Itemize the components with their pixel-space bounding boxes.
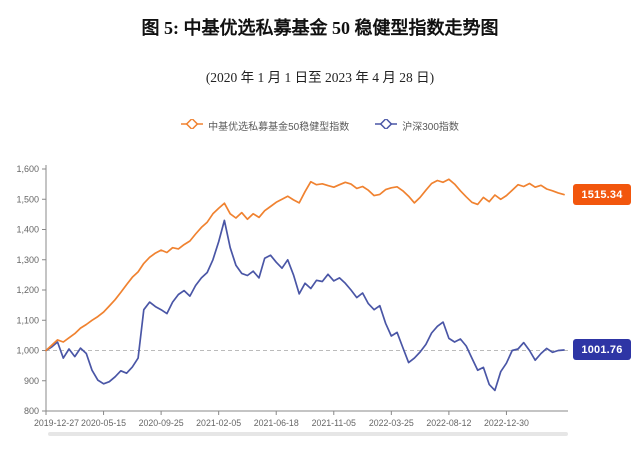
csi300-line-marker-icon (375, 116, 398, 134)
figure-title: 图 5: 中基优选私募基金 50 稳健型指数走势图 (141, 18, 499, 38)
x-axis-tick-label: 2022-12-30 (484, 418, 529, 428)
x-axis-tick-label: 2021-11-05 (312, 418, 356, 428)
y-axis-tick-label: 1,100 (16, 315, 39, 325)
legend-item-csi300[interactable]: 沪深300指数 (375, 116, 459, 134)
x-axis-tick-label: 2020-05-15 (81, 418, 126, 428)
y-axis-tick-label: 1,500 (16, 194, 39, 204)
legend-label-fund-index: 中基优选私募基金50稳健型指数 (208, 121, 350, 133)
figure-date-range: (2020 年 1 月 1 日至 2023 年 4 月 28 日) (205, 70, 435, 85)
x-axis-tick-label: 2021-02-05 (196, 418, 241, 428)
fund-line-marker-icon (181, 116, 204, 134)
csi300-line-series (45, 219, 565, 392)
x-axis-tick-label: 2020-09-25 (139, 418, 184, 428)
y-axis-tick-label: 1,600 (16, 164, 39, 174)
y-axis-tick-label: 900 (24, 376, 39, 386)
chart-scrollbar[interactable] (48, 432, 568, 436)
x-axis-tick-label: 2021-06-18 (254, 418, 299, 428)
x-axis-tick-label: 2019-12-27 (34, 418, 79, 428)
fund-index-end-value-badge: 1515.34 (573, 184, 631, 206)
legend-item-fund-index[interactable]: 中基优选私募基金50稳健型指数 (181, 116, 349, 134)
y-axis-tick-label: 800 (24, 406, 39, 416)
y-axis-tick-label: 1,300 (16, 255, 39, 265)
legend-label-csi300: 沪深300指数 (402, 121, 459, 133)
x-axis-tick-label: 2022-08-12 (426, 418, 471, 428)
y-axis-tick-label: 1,000 (16, 346, 39, 356)
csi300-end-value-badge: 1001.76 (573, 339, 631, 361)
x-axis-tick-label: 2022-03-25 (369, 418, 414, 428)
y-axis-tick-label: 1,400 (16, 225, 39, 235)
chart-legend: 中基优选私募基金50稳健型指数 沪深300指数 (0, 116, 640, 134)
fund-index-line-series (45, 178, 565, 352)
y-axis-tick-label: 1,200 (16, 285, 39, 295)
